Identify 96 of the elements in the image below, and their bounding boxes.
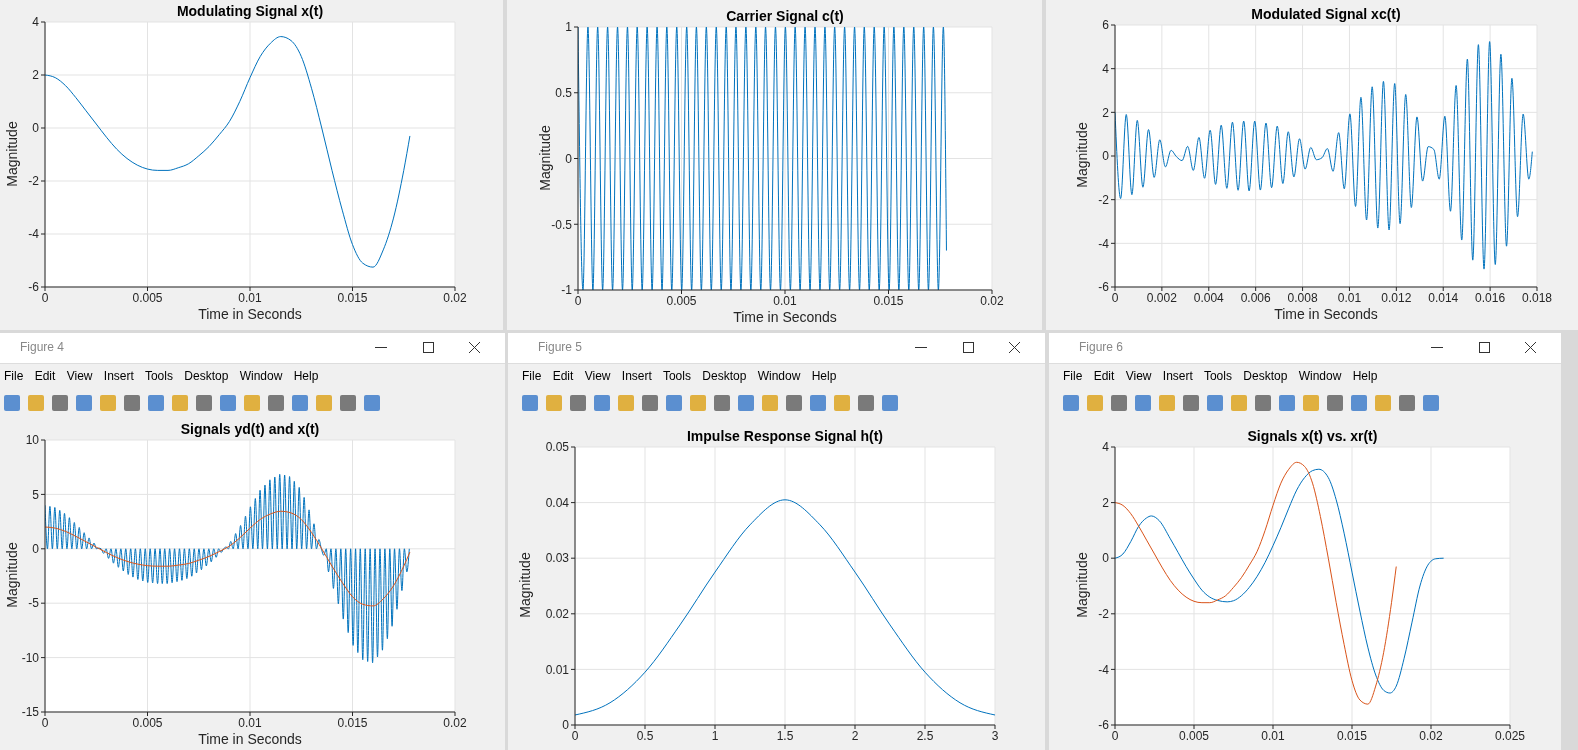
chart-title: Modulated Signal xc(t) — [1250, 6, 1402, 22]
line-series — [45, 473, 410, 664]
x-tick-label: 1 — [711, 728, 719, 743]
y-tick-label: -6 — [28, 280, 40, 295]
x-tick-label: 1.5 — [776, 728, 794, 743]
y-tick-label: 2 — [32, 68, 40, 83]
text: File Edit View Insert Tools Desktop Window Help — [4, 369, 319, 383]
y-tick-label: 0 — [32, 121, 40, 136]
text: File Edit View Insert Tools Desktop Window Help — [1063, 369, 1378, 383]
x-tick-label: 0.01 — [238, 290, 262, 305]
x-tick-label: 0.005 — [1178, 728, 1210, 743]
caption: Figure 4 — [20, 340, 65, 354]
y-tick-label: 0.02 — [545, 607, 570, 622]
x-tick-label: 0.006 — [1240, 290, 1272, 305]
x-tick-label: 0.01 — [1261, 728, 1285, 743]
x-axis-title: Time in Seconds — [197, 731, 303, 747]
y-tick-label: 0 — [565, 151, 573, 166]
text: File Edit View Insert Tools Desktop Window Help — [522, 369, 837, 383]
y-tick-label: 0 — [32, 542, 40, 557]
x-tick-label: 0.02 — [1419, 728, 1443, 743]
y-tick-label: -1 — [561, 283, 573, 298]
y-axis-title: Magnitude — [517, 551, 533, 620]
line-series — [45, 36, 411, 268]
y-tick-label: 1 — [565, 20, 573, 35]
y-axis-title: Magnitude — [4, 119, 20, 189]
x-tick-label: 0.005 — [666, 293, 697, 308]
y-tick-label: -15 — [21, 705, 40, 720]
y-tick-label: -0.5 — [551, 217, 573, 232]
y-tick-label: 2 — [1102, 495, 1110, 510]
y-tick-label: 0.03 — [545, 551, 570, 566]
y-tick-label: -2 — [1098, 192, 1110, 207]
x-tick-label: 0.015 — [873, 293, 904, 308]
x-tick-label: 0.018 — [1521, 290, 1553, 305]
x-axis-title: Time in Seconds — [1273, 306, 1379, 322]
x-tick-label: 0.02 — [443, 715, 467, 730]
y-tick-label: 0 — [1102, 551, 1110, 566]
x-tick-label: 2.5 — [916, 728, 934, 743]
y-tick-label: 6 — [1102, 18, 1110, 33]
x-tick-label: 0.01 — [773, 293, 797, 308]
chart-title: Carrier Signal c(t) — [725, 8, 845, 24]
y-axis-title: Magnitude — [1074, 551, 1090, 620]
x-tick-label: 0.015 — [337, 290, 368, 305]
x-tick-label: 0.005 — [132, 715, 163, 730]
x-axis-title: Time in Seconds — [732, 309, 838, 325]
line-series — [575, 499, 995, 716]
y-tick-label: -4 — [1098, 662, 1110, 677]
y-tick-label: 4 — [1102, 61, 1110, 76]
line-series — [1115, 41, 1533, 270]
y-tick-label: 2 — [1102, 105, 1110, 120]
x-tick-label: 0.01 — [1337, 290, 1362, 305]
y-tick-label: 0.5 — [555, 86, 573, 101]
y-tick-label: 10 — [25, 433, 40, 448]
x-tick-label: 0.014 — [1428, 290, 1459, 305]
x-tick-label: 0.016 — [1475, 290, 1506, 305]
y-tick-label: 0.01 — [545, 662, 570, 677]
y-tick-label: 4 — [1102, 440, 1110, 455]
line-series — [1115, 461, 1397, 705]
y-axis-title: Magnitude — [1074, 121, 1090, 190]
x-tick-label: 0.01 — [238, 715, 262, 730]
y-tick-label: -5 — [28, 596, 40, 611]
y-tick-label: -6 — [1098, 280, 1110, 295]
chart-title: Signals x(t) vs. xr(t) — [1246, 428, 1379, 444]
y-tick-label: 0.04 — [545, 495, 570, 510]
x-tick-label: 3 — [991, 728, 999, 743]
x-tick-label: 0.012 — [1381, 290, 1412, 305]
x-tick-label: 0.015 — [1336, 728, 1368, 743]
y-tick-label: 5 — [32, 487, 40, 502]
x-axis-title: Time in Seconds — [197, 306, 303, 322]
x-tick-label: 0.008 — [1287, 290, 1318, 305]
x-tick-label: 0.015 — [337, 715, 368, 730]
caption: Figure 5 — [538, 340, 583, 354]
x-tick-label: 0.025 — [1494, 728, 1526, 743]
chart-title: Modulating Signal x(t) — [175, 3, 325, 19]
y-tick-label: -6 — [1098, 718, 1110, 733]
x-tick-label: 0.02 — [443, 290, 467, 305]
line-series — [1115, 468, 1445, 694]
y-tick-label: -10 — [21, 650, 40, 665]
line-series — [45, 510, 411, 607]
y-tick-label: -4 — [1098, 236, 1110, 251]
x-tick-label: 2 — [851, 728, 859, 743]
x-tick-label: 0.5 — [636, 728, 654, 743]
caption: Figure 6 — [1079, 340, 1124, 354]
y-tick-label: -2 — [28, 174, 40, 189]
y-tick-label: -4 — [28, 227, 40, 242]
y-axis-title: Magnitude — [537, 123, 553, 193]
x-tick-label: 0.004 — [1193, 290, 1225, 305]
chart-title: Impulse Response Signal h(t) — [686, 428, 884, 444]
y-axis-title: Magnitude — [4, 541, 20, 610]
y-tick-label: 0 — [1102, 149, 1110, 164]
y-tick-label: -2 — [1098, 607, 1110, 622]
x-tick-label: 0.002 — [1146, 290, 1178, 305]
chart-title: Signals yd(t) and x(t) — [179, 421, 321, 437]
y-tick-label: 0.05 — [545, 440, 570, 455]
x-tick-label: 0.005 — [132, 290, 163, 305]
x-tick-label: 0.02 — [980, 293, 1004, 308]
y-tick-label: 4 — [32, 15, 40, 30]
